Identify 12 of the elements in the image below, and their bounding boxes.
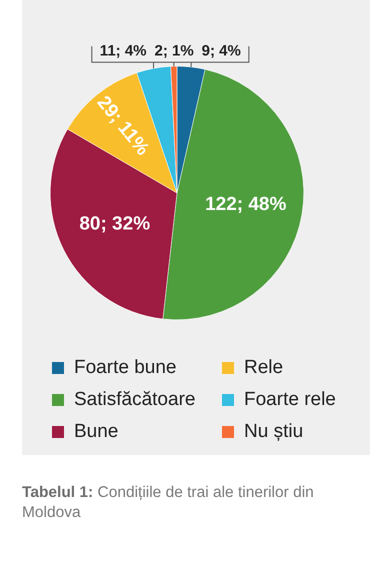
legend-label: Nu știu [243, 420, 304, 444]
legend-label: Foarte rele [243, 388, 337, 412]
data-label: 80; 32% [79, 214, 150, 235]
legend-label: Rele [243, 356, 284, 380]
data-label: 2; 1% [154, 42, 194, 60]
text: Tabelul 1: Condițiile de trai ale tinerilor din Moldova [22, 483, 315, 523]
legend-label: Satisfăcătoare [73, 388, 196, 412]
data-label: 122; 48% [205, 194, 287, 215]
legend-label: Bune [73, 420, 120, 444]
data-label: 9; 4% [202, 42, 241, 60]
data-label: 11; 4% [100, 42, 146, 60]
legend-label: Foarte bune [73, 356, 178, 380]
